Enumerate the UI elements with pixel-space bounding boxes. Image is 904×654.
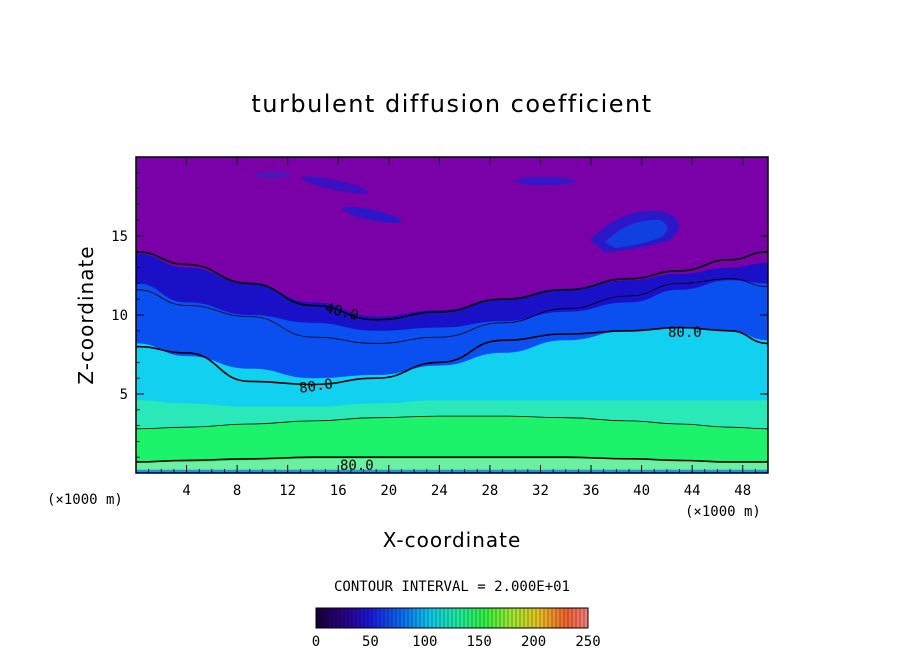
- x-tick-label: 24: [431, 483, 448, 499]
- y-tick-label: 5: [120, 387, 128, 403]
- colorbar-tick-labels: 0 50 100 150 200 250: [312, 634, 601, 650]
- colorbar-tick-label: 0: [312, 634, 320, 650]
- x-tick-label: 44: [684, 483, 701, 499]
- x-tick-label: 32: [532, 483, 549, 499]
- x-tick-label: 48: [734, 483, 751, 499]
- contour-line-3: [136, 415, 768, 430]
- colorbar-tick-label: 250: [575, 634, 600, 650]
- plot-area: 40.0 80.0 80.0 80.0: [135, 156, 769, 474]
- x-tick-label: 28: [481, 483, 498, 499]
- x-axis-label: X-coordinate: [383, 528, 522, 552]
- x-unit-left: (×1000 m): [47, 492, 123, 508]
- contour-line-0: [136, 251, 768, 321]
- patch-plume-right-inner: [605, 219, 668, 248]
- contour-label-80-left: 80.0: [298, 376, 334, 397]
- contour-line-1: [136, 278, 768, 344]
- x-unit-right: (×1000 m): [685, 504, 761, 520]
- y-axis-label: Z-coordinate: [74, 245, 98, 384]
- patch-upper-right: [515, 177, 575, 185]
- patch-upper-left: [301, 176, 369, 194]
- x-tick-label: 8: [233, 483, 241, 499]
- heatmap-band-6: [136, 458, 768, 473]
- y-tick-label: 15: [111, 229, 128, 245]
- contour-line-4: [136, 456, 768, 463]
- x-axis-ticks: 4 8 12 16 20 24 28 32 36 40 44 48: [148, 157, 756, 499]
- x-tick-label: 16: [330, 483, 347, 499]
- contour-labels: 40.0 80.0 80.0 80.0: [298, 300, 701, 474]
- y-axis-ticks: 5 10 15: [111, 172, 768, 458]
- x-tick-label: 4: [182, 483, 190, 499]
- colorbar-tick-label: 150: [467, 634, 492, 650]
- x-tick-label: 12: [279, 483, 296, 499]
- colorbar-stripes: [319, 608, 585, 628]
- contour-label-80-bottom: 80.0: [340, 458, 374, 474]
- colorbar: 0 50 100 150 200 250: [312, 607, 601, 650]
- y-tick-label: 10: [111, 308, 128, 324]
- contour-label-80-right: 80.0: [668, 325, 702, 341]
- patch-upper-mid: [342, 207, 402, 223]
- contour-interval-text: CONTOUR INTERVAL = 2.000E+01: [334, 579, 570, 595]
- upper-blue-patches: [254, 172, 679, 252]
- contour-lines: [136, 251, 768, 463]
- x-tick-label: 40: [633, 483, 650, 499]
- x-tick-label: 36: [583, 483, 600, 499]
- contour-label-40: 40.0: [323, 300, 360, 324]
- patch-upper-far-left: [254, 172, 290, 178]
- colorbar-tick-label: 200: [521, 634, 546, 650]
- chart-title: turbulent diffusion coefficient: [251, 90, 652, 118]
- colorbar-tick-label: 100: [412, 634, 437, 650]
- contour-line-2: [136, 326, 768, 386]
- x-tick-label: 20: [380, 483, 397, 499]
- colorbar-tick-label: 50: [362, 634, 379, 650]
